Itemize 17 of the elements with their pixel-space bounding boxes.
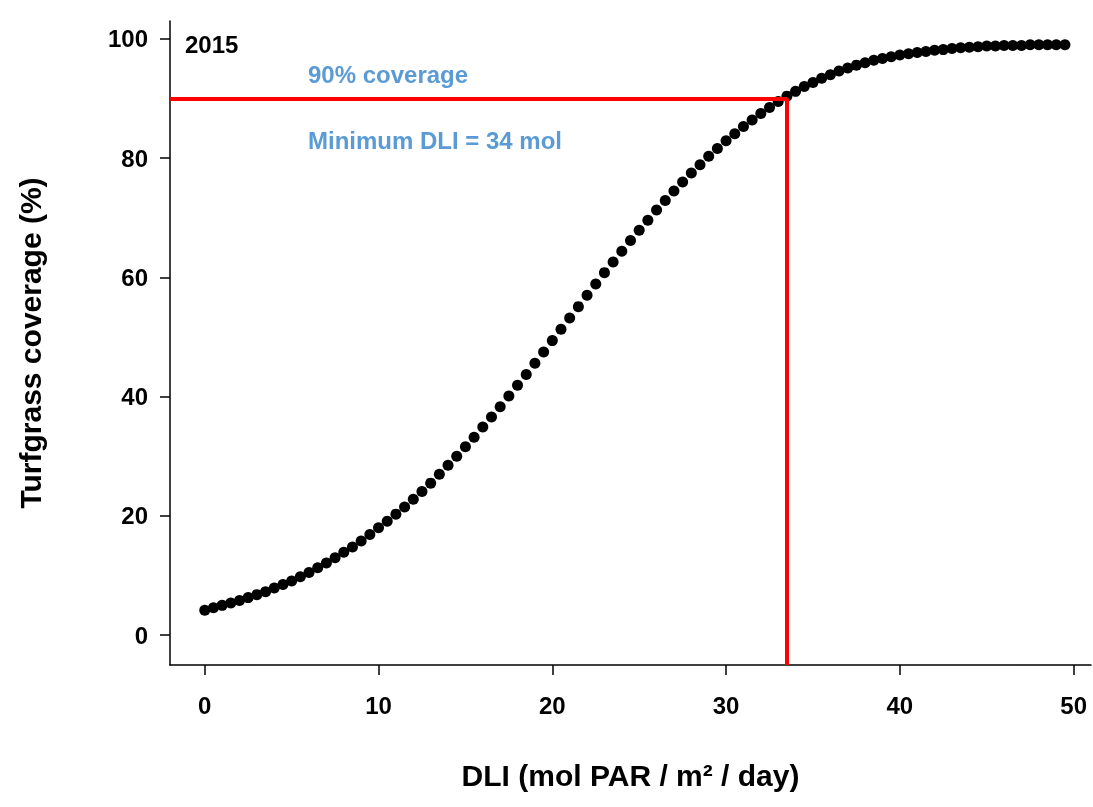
y-tick-label: 0 [134,621,148,649]
annotation: 2015 [185,30,239,58]
x-tick-label: 20 [538,691,566,719]
y-tick-label: 80 [121,144,148,172]
annotation: 90% coverage [308,60,469,88]
x-tick-label: 30 [712,691,740,719]
x-tick-label: 10 [365,691,392,719]
y-axis-title: Turfgrass coverage (%) [13,177,47,509]
x-tick-label: 50 [1060,691,1087,719]
annotation: Minimum DLI = 34 mol [308,126,563,154]
y-tick-label: 40 [121,383,148,411]
y-tick-label: 100 [107,25,148,53]
y-tick-label: 60 [121,263,148,291]
x-tick-label: 0 [198,691,212,719]
x-tick-label: 40 [886,691,914,719]
x-axis-title: DLI (mol PAR / m² / day) [461,758,800,792]
y-tick-label: 20 [121,502,148,530]
